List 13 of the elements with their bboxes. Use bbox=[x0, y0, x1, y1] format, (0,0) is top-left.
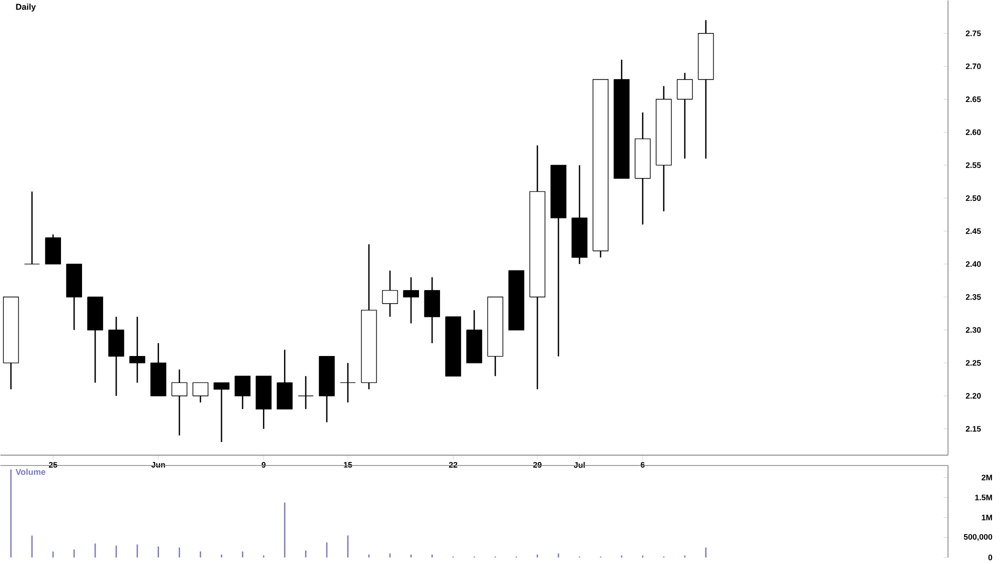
candlestick bbox=[298, 376, 314, 410]
candlestick bbox=[171, 369, 188, 436]
candlestick bbox=[214, 382, 230, 443]
candlestick bbox=[340, 362, 356, 404]
candlestick bbox=[24, 191, 40, 265]
chart-title: Volume bbox=[16, 468, 46, 476]
candlestick bbox=[676, 72, 693, 160]
candlestick bbox=[403, 276, 419, 324]
candlestick bbox=[192, 382, 208, 404]
candlestick bbox=[234, 376, 251, 410]
candlestick bbox=[129, 316, 146, 384]
candlestick bbox=[382, 270, 398, 318]
chart-title: Daily bbox=[16, 4, 36, 12]
